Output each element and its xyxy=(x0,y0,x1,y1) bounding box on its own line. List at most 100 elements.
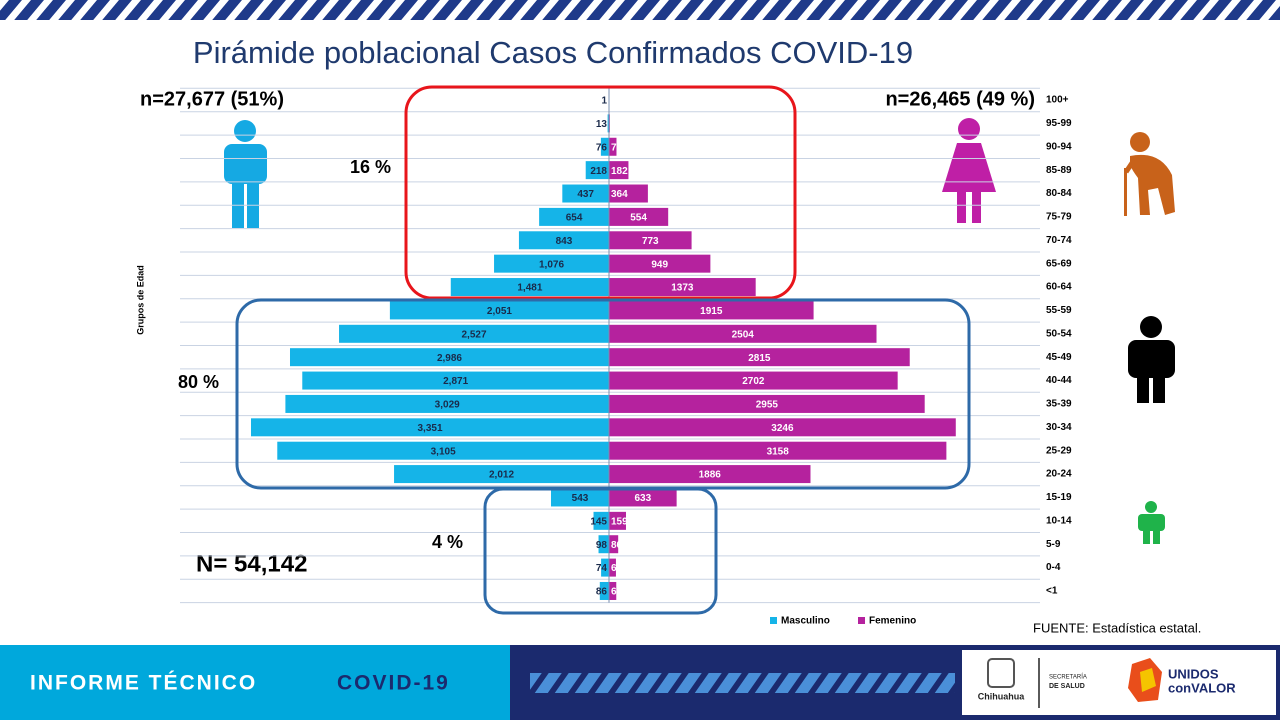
y-axis-label: Grupos de Edad xyxy=(135,265,145,335)
bar xyxy=(609,371,898,390)
y-tick-label: 35-39 xyxy=(1046,399,1072,410)
bar xyxy=(518,231,609,250)
legend-label: Masculino xyxy=(781,616,830,627)
data-label: 2,051 xyxy=(487,306,512,317)
female-total: n=26,465 (49 %) xyxy=(885,88,1035,110)
y-tick-label: 30-34 xyxy=(1046,422,1072,433)
data-label: 3,351 xyxy=(417,423,442,434)
data-label: 949 xyxy=(651,259,668,270)
y-tick-label: 10-14 xyxy=(1046,515,1072,526)
y-tick-label: 45-49 xyxy=(1046,352,1072,363)
bar xyxy=(609,465,811,484)
legend-swatch xyxy=(858,617,865,624)
data-label: 1373 xyxy=(671,283,694,294)
data-label: 2955 xyxy=(756,400,779,411)
y-tick-label: 85-89 xyxy=(1046,165,1072,176)
data-label: 8 xyxy=(611,119,617,130)
data-label: 3,105 xyxy=(431,446,456,457)
y-tick-label: 70-74 xyxy=(1046,235,1072,246)
data-label: 86 xyxy=(596,587,608,598)
logo-dept-1: SECRETARÍA xyxy=(1049,674,1087,681)
elder-icon xyxy=(1123,132,1175,216)
data-label: 3158 xyxy=(767,446,790,457)
bar xyxy=(609,441,947,460)
bar xyxy=(598,535,609,554)
bar xyxy=(609,207,669,226)
bar xyxy=(593,511,609,530)
bar xyxy=(609,511,626,530)
bar xyxy=(600,137,609,156)
data-label: 1,481 xyxy=(517,283,542,294)
bar xyxy=(599,581,609,600)
grid xyxy=(180,87,1040,604)
data-label: 2702 xyxy=(742,376,765,387)
y-tick-label: 90-94 xyxy=(1046,141,1072,152)
chart-title: Pirámide poblacional Casos Confirmados C… xyxy=(193,35,913,70)
y-tick-label: 0-4 xyxy=(1046,562,1061,573)
data-label: 1886 xyxy=(699,470,722,481)
grand-total: N= 54,142 xyxy=(196,550,307,577)
data-label: 65 xyxy=(611,563,623,574)
bar xyxy=(550,488,609,507)
legend-label: Femenino xyxy=(869,616,916,627)
y-tick-label: 20-24 xyxy=(1046,469,1072,480)
data-label: 437 xyxy=(577,189,594,200)
data-label: 773 xyxy=(642,236,659,247)
data-label: 2504 xyxy=(732,329,755,340)
y-tick-label: 80-84 xyxy=(1046,188,1072,199)
logo-brand-2: conVALOR xyxy=(1168,680,1236,695)
bar xyxy=(609,231,692,250)
bar xyxy=(494,254,609,273)
bar xyxy=(394,465,609,484)
bar xyxy=(539,207,609,226)
bar xyxy=(609,278,756,297)
logo-dept-2: DE SALUD xyxy=(1049,683,1085,690)
footer-left xyxy=(0,645,510,720)
bar xyxy=(609,581,617,600)
group-old: 16 % xyxy=(350,157,391,177)
child-icon xyxy=(1138,501,1165,544)
data-label: 2,527 xyxy=(461,329,486,340)
y-tick-label: <1 xyxy=(1046,586,1058,597)
bar xyxy=(277,441,609,460)
y-tick-label: 40-44 xyxy=(1046,375,1072,386)
male-icon xyxy=(224,120,267,228)
bar xyxy=(609,137,617,156)
group-adult: 80 % xyxy=(178,372,219,392)
group-box-young xyxy=(483,487,718,615)
y-tick-label: 60-64 xyxy=(1046,282,1072,293)
data-label: 86 xyxy=(611,540,623,551)
bar xyxy=(302,371,609,390)
bar xyxy=(609,535,619,554)
data-label: 76 xyxy=(596,142,608,153)
data-label: 2815 xyxy=(748,353,771,364)
data-label: 3246 xyxy=(771,423,794,434)
y-tick-label: 15-19 xyxy=(1046,492,1072,503)
data-label: 364 xyxy=(611,189,628,200)
data-label: 1,076 xyxy=(539,259,564,270)
y-tick-label: 5-9 xyxy=(1046,539,1061,550)
data-label: 654 xyxy=(566,213,583,224)
bar xyxy=(562,184,609,203)
bar xyxy=(285,394,609,413)
data-label: 68 xyxy=(611,587,623,598)
data-label: 70 xyxy=(611,142,623,153)
legend-swatch xyxy=(770,617,777,624)
bars: 100+ 1 0 95-99 13 8 90-94 76 70 85-89 218 182 80-84 4… xyxy=(251,88,1072,603)
y-tick-label: 55-59 xyxy=(1046,305,1072,316)
data-label: 0 xyxy=(611,96,617,107)
data-label: 218 xyxy=(590,166,607,177)
legend: Masculino Femenino xyxy=(770,616,916,627)
data-label: 554 xyxy=(630,213,647,224)
bar xyxy=(601,558,609,577)
footer-stripes xyxy=(530,673,955,693)
bar xyxy=(609,488,677,507)
data-label: 145 xyxy=(590,516,607,527)
logo-city: Chihuahua xyxy=(978,691,1025,701)
group-young: 4 % xyxy=(432,532,463,552)
logo-map-inner xyxy=(1140,668,1156,692)
group-box-old xyxy=(404,85,797,300)
footer: INFORME TÉCNICO COVID-19 Chihuahua SECRE… xyxy=(0,645,1280,720)
bar xyxy=(450,278,609,297)
